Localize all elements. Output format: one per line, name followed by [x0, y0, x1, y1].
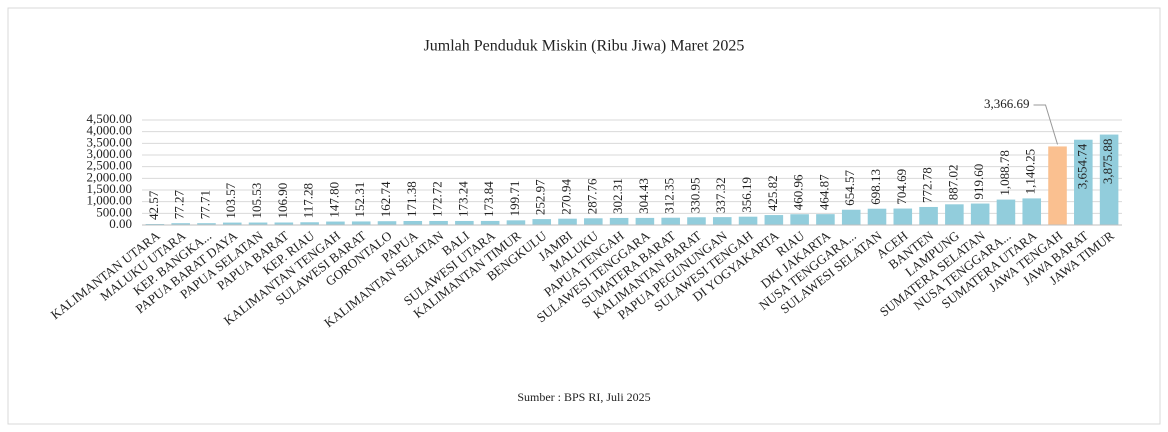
bar: [558, 218, 577, 225]
bar: [480, 220, 500, 225]
value-label: 117.28: [301, 183, 316, 218]
bar: [738, 216, 758, 225]
bar: [1048, 146, 1067, 225]
bar: [403, 221, 423, 225]
value-label: 704.69: [894, 169, 909, 205]
value-label: 270.94: [559, 178, 574, 214]
y-tick-label: 4,500.00: [87, 111, 133, 126]
value-label: 772.78: [920, 167, 935, 203]
y-tick-label: 4,000.00: [87, 123, 133, 138]
bar: [893, 208, 913, 225]
bar: [970, 203, 990, 225]
bar: [712, 217, 732, 225]
bar: [816, 214, 835, 225]
value-label: 356.19: [739, 177, 754, 213]
bar: [455, 220, 474, 225]
bar: [867, 208, 887, 225]
value-label: 337.32: [713, 177, 728, 213]
bar: [171, 223, 190, 225]
value-label: 77.71: [197, 190, 212, 219]
value-label: 3,654.74: [1074, 143, 1089, 189]
bar: [945, 204, 964, 225]
y-tick-label: 500.00: [96, 204, 132, 219]
bar: [377, 221, 397, 225]
value-label: 654.57: [842, 169, 857, 205]
bar: [996, 199, 1016, 225]
bar: [222, 222, 242, 225]
value-label: 172.72: [430, 181, 445, 217]
value-label: 152.31: [352, 182, 367, 218]
value-label: 173.24: [455, 181, 470, 217]
value-label: 887.02: [945, 165, 960, 201]
bar: [584, 218, 603, 225]
chart-frame: [7, 7, 1161, 425]
bar: [197, 223, 216, 225]
bar: [1022, 198, 1042, 225]
bar: [351, 221, 371, 225]
bar: [841, 209, 861, 225]
value-label: 287.76: [584, 178, 599, 214]
bar: [609, 217, 629, 225]
bar: [919, 206, 938, 225]
value-label: 105.53: [249, 183, 264, 219]
value-label: 1,088.78: [997, 150, 1012, 196]
value-label: 425.82: [765, 175, 780, 211]
bar: [429, 220, 448, 225]
value-label: 199.71: [507, 181, 522, 217]
source-note: Sumber : BPS RI, Juli 2025: [517, 390, 650, 404]
bar: [687, 217, 706, 225]
bar: [790, 214, 809, 225]
bar: [532, 219, 552, 225]
chart-title: Jumlah Penduduk Miskin (Ribu Jiwa) Maret…: [424, 38, 745, 55]
value-label: 3,875.88: [1100, 139, 1115, 185]
value-label: 302.31: [610, 178, 625, 214]
value-label: 698.13: [868, 169, 883, 205]
value-label: 171.38: [404, 181, 419, 217]
value-label: 330.95: [687, 178, 702, 214]
value-label: 1,140.25: [1023, 149, 1038, 195]
y-tick-label: 2,500.00: [87, 158, 133, 173]
value-label: 304.43: [636, 178, 651, 214]
y-tick-label: 2,000.00: [87, 169, 133, 184]
value-label: 312.35: [662, 178, 677, 214]
value-label: 460.96: [791, 174, 806, 210]
y-tick-label: 3,000.00: [87, 146, 133, 161]
bar: [764, 215, 784, 225]
value-label: 147.80: [326, 182, 341, 218]
y-tick-label: 1,000.00: [87, 193, 133, 208]
bar: [326, 221, 345, 225]
value-label: 162.74: [378, 181, 393, 217]
value-label: 106.90: [275, 183, 290, 219]
bar: [1074, 139, 1093, 225]
bar: [506, 220, 526, 225]
callout-label: 3,366.69: [984, 96, 1030, 111]
value-label: 252.97: [533, 179, 548, 215]
value-label: 173.84: [481, 181, 496, 217]
value-label: 77.27: [172, 189, 187, 219]
bar: [300, 222, 319, 225]
y-tick-label: 3,500.00: [87, 134, 133, 149]
bar: [1099, 134, 1119, 225]
bar: [274, 222, 294, 225]
bar: [635, 217, 655, 225]
value-label: 42.57: [146, 190, 161, 220]
value-label: 919.60: [971, 164, 986, 200]
y-tick-label: 0.00: [109, 216, 132, 231]
value-label: 464.87: [816, 174, 831, 210]
bar: [248, 222, 268, 225]
y-tick-label: 1,500.00: [87, 181, 133, 196]
callout-line: [1033, 104, 1059, 145]
value-label: 103.57: [223, 182, 238, 218]
bar: [661, 217, 680, 225]
